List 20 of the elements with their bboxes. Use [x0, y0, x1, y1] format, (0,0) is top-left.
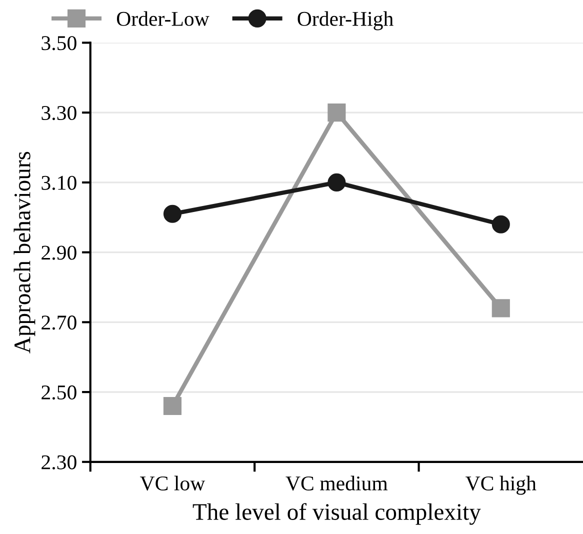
point — [328, 173, 346, 192]
y-tick-label: 2.50 — [42, 385, 76, 400]
point — [163, 204, 182, 223]
legend-label: Order-Low — [116, 11, 210, 26]
point — [328, 104, 346, 122]
y-axis-title: Approach behaviours — [14, 152, 36, 354]
legend-label: Order-High — [298, 11, 394, 30]
y-tick-label: 3.30 — [42, 106, 76, 120]
y-tick-label: 2.30 — [42, 455, 76, 470]
point — [163, 396, 182, 416]
point — [492, 215, 510, 234]
y-tick-label: 3.50 — [42, 36, 76, 50]
y-tick-label: 3.10 — [42, 176, 76, 190]
x-tick-label: VC medium — [286, 476, 388, 491]
x-tick-label: VC low — [140, 476, 206, 491]
x-axis-title: The level of visual complexity — [192, 503, 481, 525]
point — [492, 299, 510, 318]
x-tick-label: VC high — [466, 476, 536, 495]
y-tick-label: 2.90 — [42, 246, 76, 260]
y-tick-label: 2.70 — [42, 316, 76, 330]
